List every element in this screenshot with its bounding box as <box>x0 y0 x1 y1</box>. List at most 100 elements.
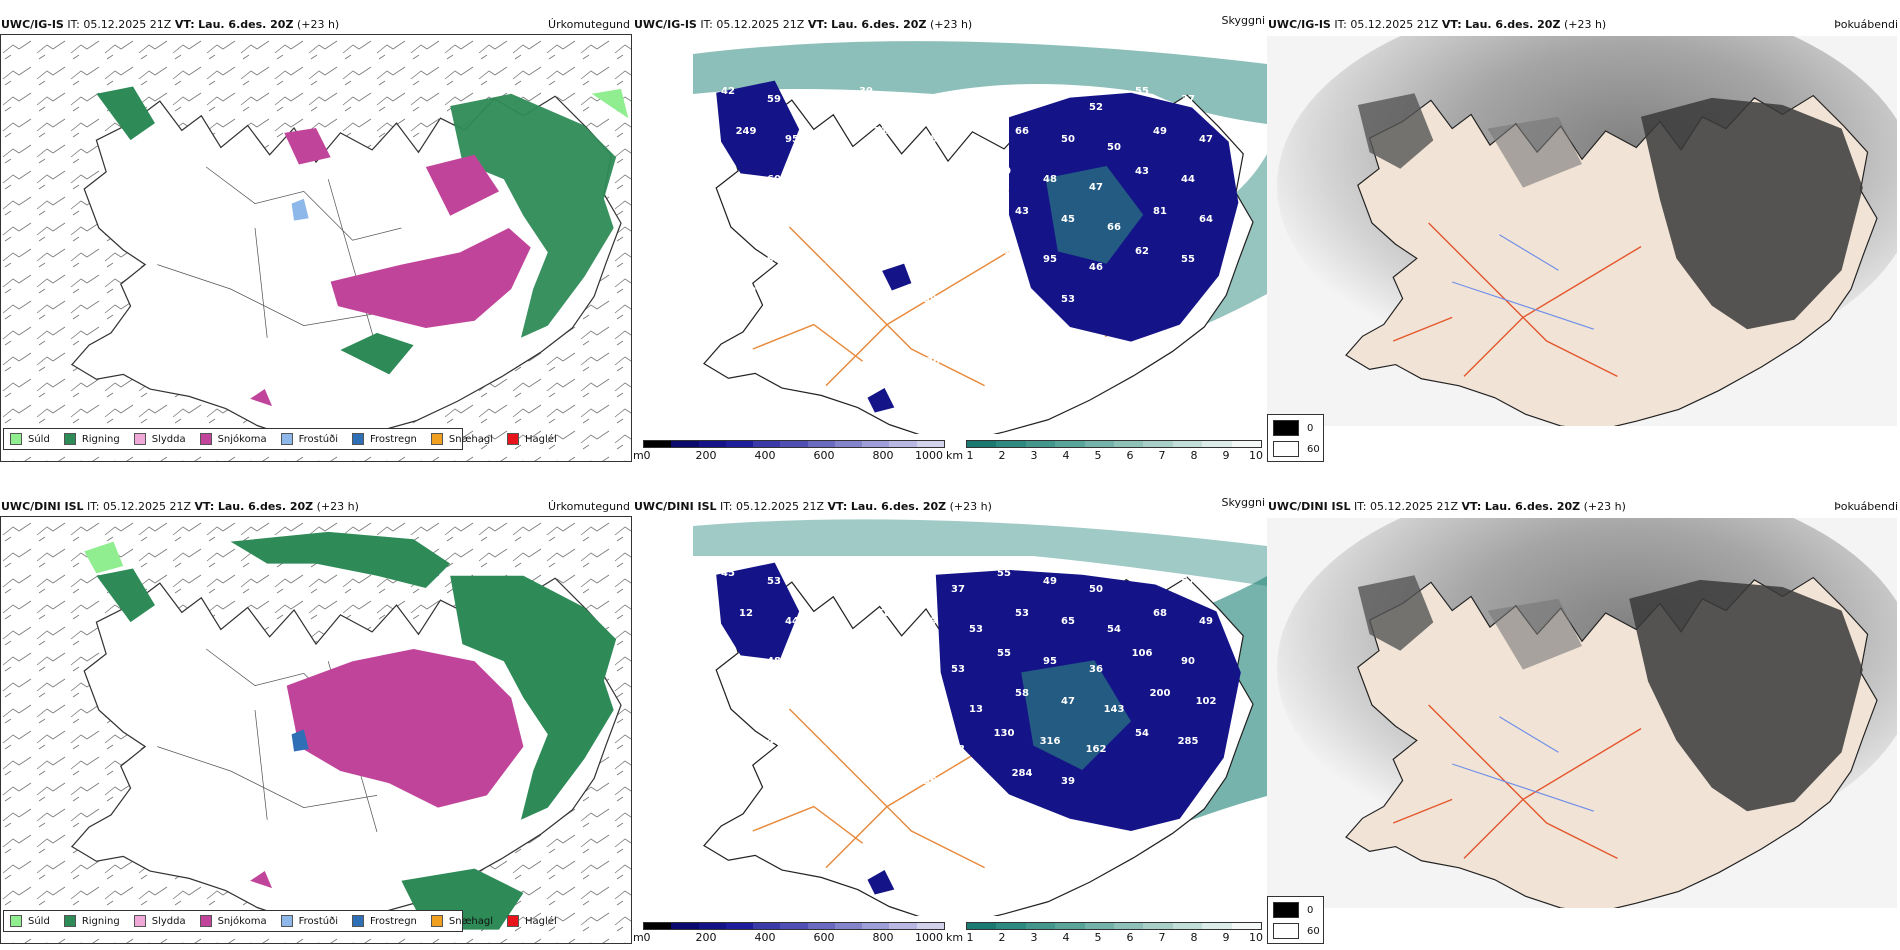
visibility-value-label: 81 <box>1153 206 1167 217</box>
legend-label: Rigning <box>81 433 120 445</box>
visibility-value-label: 142 <box>920 696 941 707</box>
legend-item: Slydda <box>133 915 186 927</box>
legend-label: Frostúði <box>298 433 338 445</box>
visibility-panel-2: UWC/DINI ISL IT: 05.12.2025 21Z VT: Lau.… <box>633 496 1267 944</box>
visibility-tick: 9 <box>1222 449 1230 462</box>
visibility-strip <box>966 922 1262 930</box>
visibility-unit: km <box>946 449 964 462</box>
visibility-value-label: 95 <box>1043 656 1057 667</box>
legend-item: Frostúði <box>280 915 338 927</box>
fog-label-1: Þokuábendi <box>1834 18 1898 31</box>
visibility-value-label: 66 <box>1015 126 1029 137</box>
elevation-tick: 800 <box>872 931 894 944</box>
elevation-tick: 200 <box>695 449 717 462</box>
fog-swatch-light <box>1273 923 1299 939</box>
visibility-value-label: 58 <box>1015 688 1029 699</box>
visibility-value-label: 48 <box>767 656 781 667</box>
visibility-tick: 3 <box>1030 931 1038 944</box>
visibility-value-label: 47 <box>767 736 781 747</box>
visibility-tick: 4 <box>1062 449 1070 462</box>
visibility-value-label: 47 <box>1061 696 1075 707</box>
visibility-value-label: 48 <box>1043 174 1057 185</box>
visibility-map-2: 45 53 47 39 36 37 55 49 50 50 57 12 44 54 58 59 53 53 65 54… <box>633 516 1267 916</box>
precip-panel-1: UWC/IG-IS IT: 05.12.2025 21Z VT: Lau. 6.… <box>0 14 632 462</box>
fog-panel-1: UWC/IG-IS IT: 05.12.2025 21Z VT: Lau. 6.… <box>1267 14 1900 462</box>
visibility-tick: 5 <box>1094 449 1102 462</box>
fog-title-1: UWC/IG-IS IT: 05.12.2025 21Z VT: Lau. 6.… <box>1268 18 1607 31</box>
visibility-value-label: 79 <box>859 246 873 257</box>
legend-item: Frostregn <box>352 915 417 927</box>
fog-panel-2: UWC/DINI ISL IT: 05.12.2025 21Z VT: Lau.… <box>1267 496 1900 944</box>
visibility-value-label: 83 <box>951 744 965 755</box>
visibility-tick: 10 <box>1249 931 1263 944</box>
elevation-tick: 800 <box>872 449 894 462</box>
visibility-value-label: 46 <box>831 222 845 233</box>
visibility-value-label: 130 <box>994 728 1015 739</box>
visibility-value-label: 53 <box>767 576 781 587</box>
visibility-tick: 1 <box>966 449 974 462</box>
visibility-value-label: 54 <box>831 624 845 635</box>
elevation-tick: 400 <box>754 449 776 462</box>
visibility-value-label: 64 <box>1199 214 1213 225</box>
visibility-value-label: 39 <box>923 294 937 305</box>
visibility-value-label: 55 <box>997 648 1011 659</box>
legend-label: Snæhagl <box>448 433 494 445</box>
fog-legend-1: 0 60 <box>1267 414 1324 462</box>
visibility-value-label: 67 <box>721 166 735 177</box>
legend-item: Snæhagl <box>430 915 493 927</box>
visibility-value-label: 51 <box>859 648 873 659</box>
legend-swatch <box>199 915 212 927</box>
visibility-value-label: 88 <box>951 262 965 273</box>
legend-item: Frostregn <box>352 433 417 445</box>
visibility-tick: 6 <box>1126 931 1134 944</box>
visibility-value-label: 53 <box>997 86 1011 97</box>
fog-dark-area-1 <box>1641 97 1863 330</box>
visibility-value-label: 160 <box>718 728 739 739</box>
visibility-value-label: 46 <box>1089 262 1103 273</box>
visibility-labels-2: 45 53 47 39 36 37 55 49 50 50 57 12 44 54 58 59 53 53 65 54… <box>718 568 1217 795</box>
visibility-value-label: 53 <box>831 704 845 715</box>
fog-map-2 <box>1267 518 1897 908</box>
visibility-tick: 7 <box>1158 449 1166 462</box>
legend-item: Slydda <box>133 433 186 445</box>
fog-label-2: Þokuábendi <box>1834 500 1898 513</box>
legend-swatch <box>10 915 22 927</box>
legend-label: Súld <box>28 915 50 927</box>
legend-swatch <box>280 433 293 445</box>
visibility-value-label: 56 <box>905 174 919 185</box>
visibility-value-label: 50 <box>1107 142 1121 153</box>
visibility-value-label: 66 <box>1107 222 1121 233</box>
fog-legend-2: 0 60 <box>1267 896 1324 944</box>
visibility-value-label: 65 <box>785 214 799 225</box>
visibility-panel-1: UWC/IG-IS IT: 05.12.2025 21Z VT: Lau. 6.… <box>633 14 1267 462</box>
visibility-value-label: 316 <box>1040 736 1061 747</box>
visibility-map-1: 42 59 48 39 35 33 53 66 52 55 37 249 95 59 114 58 53 66 50… <box>633 34 1267 434</box>
visibility-value-label: 58 <box>877 608 891 619</box>
visibility-label-2: Skyggni <box>1221 496 1265 509</box>
visibility-value-label: 44 <box>813 262 827 273</box>
visibility-value-label: 53 <box>951 664 965 675</box>
visibility-value-label: 44 <box>923 214 937 225</box>
precip-map-2 <box>0 516 632 944</box>
visibility-value-label: 102 <box>1196 696 1217 707</box>
visibility-colorbar-1: km 1 2 3 4 5 6 7 8 9 10 <box>946 438 1266 462</box>
elevation-colorbar-2: m 0 200 400 600 800 1000 <box>633 920 953 944</box>
visibility-value-label: 39 <box>1061 776 1075 787</box>
visibility-value-label: 44 <box>813 664 827 675</box>
visibility-value-label: 154 <box>782 776 803 787</box>
visibility-value-label: 48 <box>739 206 753 217</box>
legend-swatch <box>430 433 443 445</box>
visibility-value-label: 36 <box>1089 664 1103 675</box>
visibility-tick: 6 <box>1126 449 1134 462</box>
legend-label: Snjókoma <box>217 433 267 445</box>
visibility-value-label: 33 <box>951 102 965 113</box>
visibility-tick: 2 <box>998 449 1006 462</box>
elevation-tick: 600 <box>813 449 835 462</box>
fog-legend-label: 0 <box>1307 904 1314 916</box>
visibility-value-label: 68 <box>1153 608 1167 619</box>
rain-area-2 <box>230 531 451 588</box>
visibility-value-label: 46 <box>969 222 983 233</box>
visibility-value-label: 43 <box>1015 206 1029 217</box>
visibility-value-label: 55 <box>1181 254 1195 265</box>
visibility-value-label: 59 <box>923 616 937 627</box>
